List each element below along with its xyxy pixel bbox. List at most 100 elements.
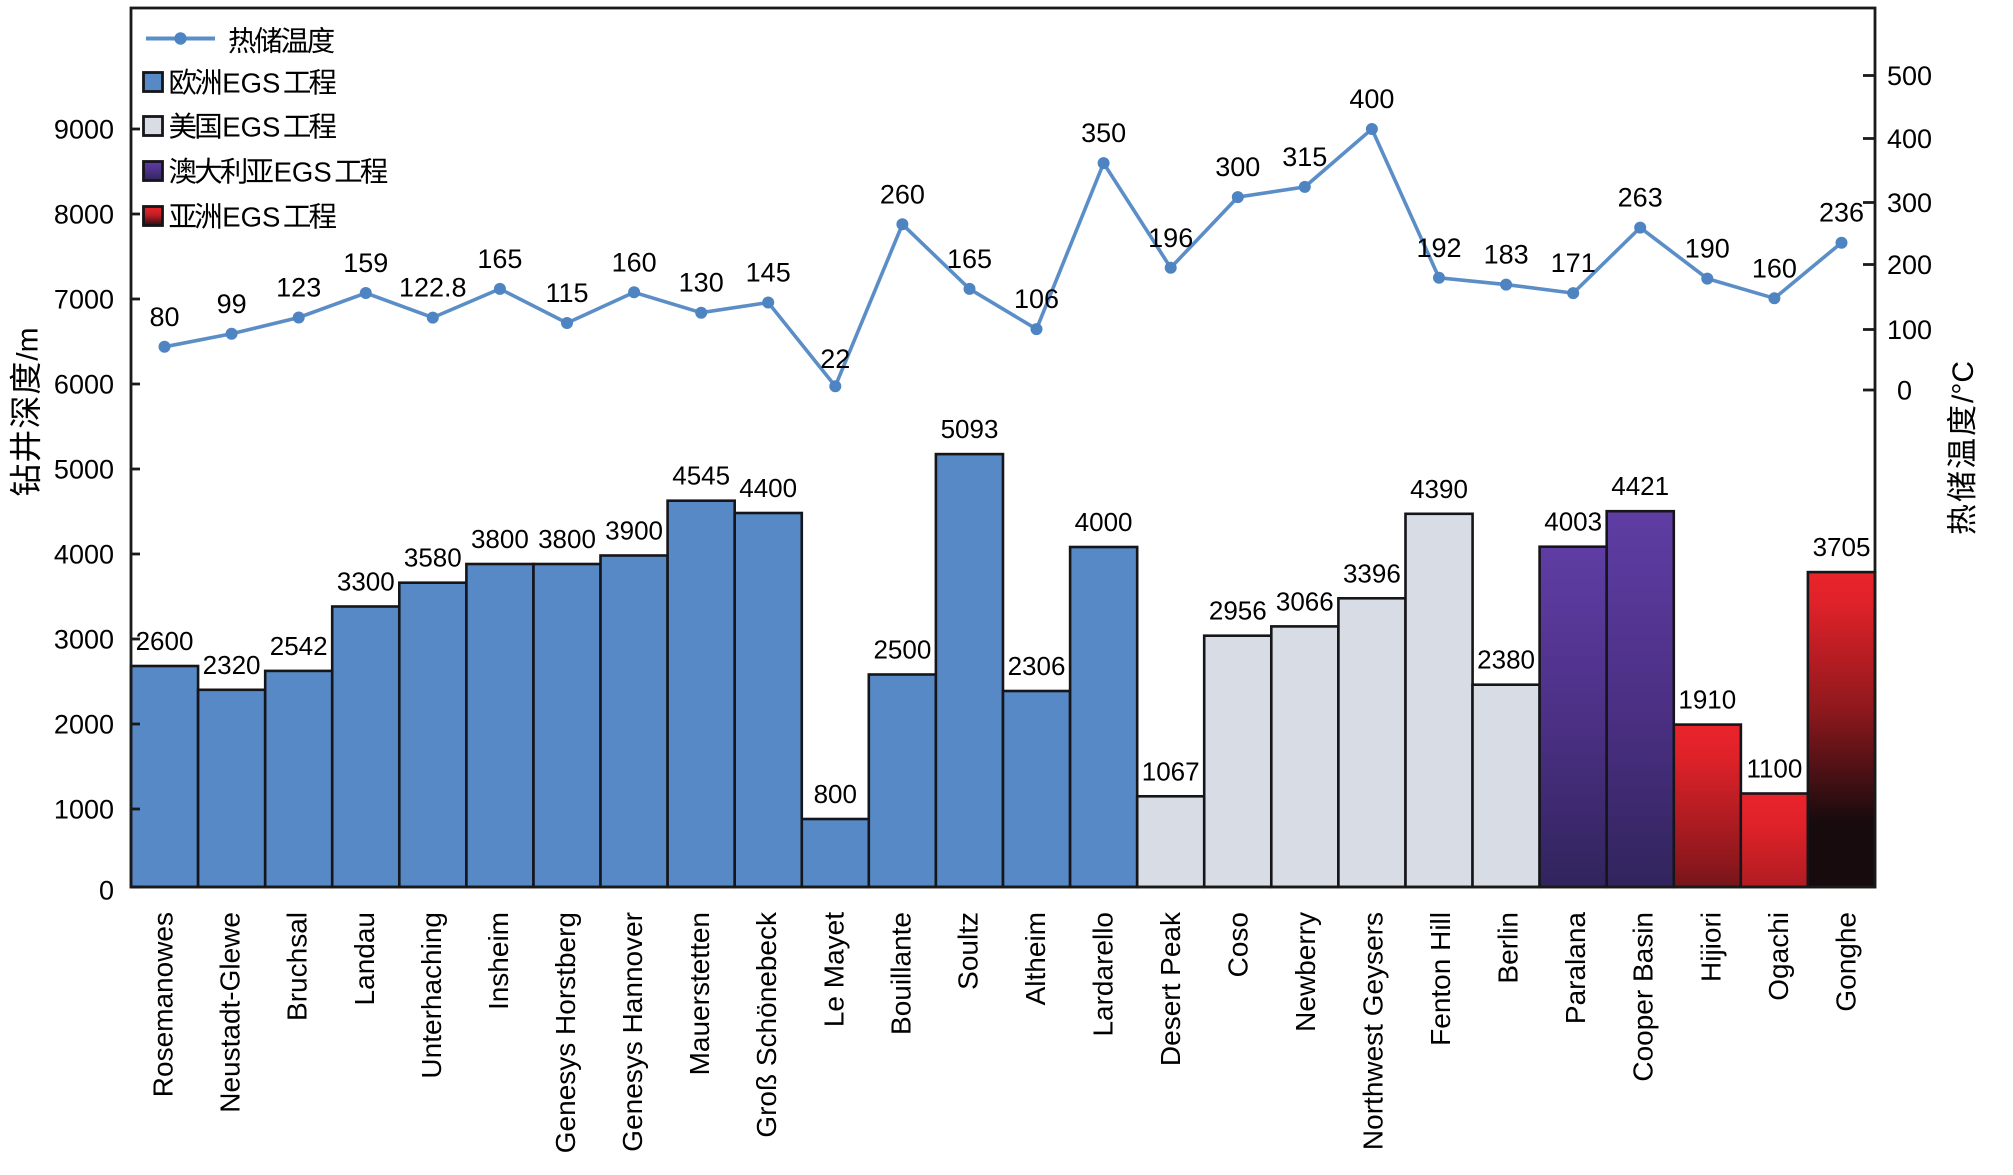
svg-text:Lardarello: Lardarello xyxy=(1088,912,1119,1037)
svg-text:4400: 4400 xyxy=(739,473,797,503)
svg-text:Paralana: Paralana xyxy=(1560,912,1591,1025)
svg-text:3396: 3396 xyxy=(1343,558,1401,588)
svg-text:3800: 3800 xyxy=(538,524,596,554)
svg-text:160: 160 xyxy=(612,247,657,277)
svg-text:3705: 3705 xyxy=(1813,532,1871,562)
svg-text:263: 263 xyxy=(1618,183,1663,213)
svg-text:350: 350 xyxy=(1081,118,1126,148)
svg-text:800: 800 xyxy=(814,779,857,809)
svg-text:4545: 4545 xyxy=(672,461,730,491)
svg-text:122.8: 122.8 xyxy=(399,273,467,303)
svg-text:7000: 7000 xyxy=(54,285,114,315)
svg-text:EGS: EGS xyxy=(222,112,280,143)
svg-text:Genesys Horstberg: Genesys Horstberg xyxy=(550,912,581,1153)
svg-text:8000: 8000 xyxy=(54,200,114,230)
svg-text:EGS: EGS xyxy=(274,157,332,188)
svg-text:2600: 2600 xyxy=(136,626,194,656)
svg-text:300: 300 xyxy=(1215,152,1260,182)
svg-text:Insheim: Insheim xyxy=(483,912,514,1010)
svg-text:260: 260 xyxy=(880,179,925,209)
svg-text:500: 500 xyxy=(1887,61,1932,91)
svg-text:Mauerstetten: Mauerstetten xyxy=(684,912,715,1075)
svg-text:159: 159 xyxy=(343,248,388,278)
svg-text:Le Mayet: Le Mayet xyxy=(818,912,849,1027)
svg-text:Unterhaching: Unterhaching xyxy=(416,912,447,1079)
svg-text:Ogachi: Ogachi xyxy=(1763,912,1794,1001)
svg-text:/m: /m xyxy=(12,327,45,360)
svg-text:130: 130 xyxy=(679,268,724,298)
svg-text:300: 300 xyxy=(1887,188,1932,218)
svg-text:4421: 4421 xyxy=(1611,471,1669,501)
svg-text:9000: 9000 xyxy=(54,115,114,145)
svg-text:0: 0 xyxy=(99,876,114,906)
svg-text:2000: 2000 xyxy=(54,710,114,740)
svg-text:315: 315 xyxy=(1282,142,1327,172)
svg-text:EGS: EGS xyxy=(222,68,280,99)
svg-text:2306: 2306 xyxy=(1008,651,1066,681)
svg-text:3580: 3580 xyxy=(404,543,462,573)
svg-text:/°C: /°C xyxy=(1947,361,1980,403)
svg-text:Cooper Basin: Cooper Basin xyxy=(1628,912,1659,1082)
svg-text:236: 236 xyxy=(1819,198,1864,228)
svg-text:0: 0 xyxy=(1897,376,1912,406)
svg-text:183: 183 xyxy=(1484,240,1529,270)
svg-text:Rosemanowes: Rosemanowes xyxy=(148,912,179,1097)
svg-text:2956: 2956 xyxy=(1209,596,1267,626)
svg-text:5093: 5093 xyxy=(941,414,999,444)
svg-text:EGS: EGS xyxy=(222,202,280,233)
svg-text:192: 192 xyxy=(1416,233,1461,263)
svg-text:3900: 3900 xyxy=(605,516,663,546)
svg-text:4000: 4000 xyxy=(54,540,114,570)
svg-text:Newberry: Newberry xyxy=(1290,912,1321,1032)
svg-text:Desert Peak: Desert Peak xyxy=(1155,911,1186,1066)
svg-text:2500: 2500 xyxy=(873,635,931,665)
svg-text:3300: 3300 xyxy=(337,567,395,597)
svg-text:400: 400 xyxy=(1887,124,1932,154)
svg-text:Fenton Hill: Fenton Hill xyxy=(1425,912,1456,1046)
svg-text:145: 145 xyxy=(746,258,791,288)
svg-text:171: 171 xyxy=(1551,248,1596,278)
svg-text:400: 400 xyxy=(1349,84,1394,114)
svg-text:Berlin: Berlin xyxy=(1493,912,1524,984)
svg-text:4000: 4000 xyxy=(1075,507,1133,537)
svg-text:Landau: Landau xyxy=(349,912,380,1005)
svg-text:22: 22 xyxy=(820,344,850,374)
svg-text:6000: 6000 xyxy=(54,370,114,400)
svg-text:Soultz: Soultz xyxy=(953,912,984,990)
svg-text:115: 115 xyxy=(545,278,588,308)
svg-text:99: 99 xyxy=(217,289,247,319)
svg-text:123: 123 xyxy=(276,273,321,303)
svg-text:Gonghe: Gonghe xyxy=(1830,912,1861,1012)
svg-text:Genesys Hannover: Genesys Hannover xyxy=(617,912,648,1152)
svg-text:1000: 1000 xyxy=(54,795,114,825)
svg-text:2542: 2542 xyxy=(270,631,328,661)
svg-text:5000: 5000 xyxy=(54,455,114,485)
svg-text:4390: 4390 xyxy=(1410,474,1468,504)
svg-text:Bruchsal: Bruchsal xyxy=(282,912,313,1021)
svg-text:200: 200 xyxy=(1887,250,1932,280)
svg-text:Altheim: Altheim xyxy=(1020,912,1051,1005)
svg-text:Northwest Geysers: Northwest Geysers xyxy=(1358,912,1389,1150)
svg-text:160: 160 xyxy=(1752,253,1797,283)
svg-text:2380: 2380 xyxy=(1477,645,1535,675)
svg-text:165: 165 xyxy=(477,244,522,274)
svg-text:Hijiori: Hijiori xyxy=(1695,912,1726,982)
svg-text:Neustadt-Glewe: Neustadt-Glewe xyxy=(215,912,246,1113)
svg-text:3066: 3066 xyxy=(1276,586,1334,616)
svg-text:3000: 3000 xyxy=(54,625,114,655)
svg-text:1100: 1100 xyxy=(1746,754,1802,784)
svg-text:100: 100 xyxy=(1887,315,1932,345)
svg-text:Bouillante: Bouillante xyxy=(885,912,916,1035)
svg-text:Coso: Coso xyxy=(1223,912,1254,977)
svg-text:1910: 1910 xyxy=(1678,685,1736,715)
svg-text:165: 165 xyxy=(947,244,992,274)
svg-text:1067: 1067 xyxy=(1142,756,1200,786)
svg-text:190: 190 xyxy=(1685,234,1730,264)
svg-text:106: 106 xyxy=(1014,284,1059,314)
svg-text:196: 196 xyxy=(1148,223,1193,253)
svg-text:80: 80 xyxy=(149,302,179,332)
svg-text:3800: 3800 xyxy=(471,524,529,554)
svg-text:2320: 2320 xyxy=(203,650,261,680)
svg-text:4003: 4003 xyxy=(1544,507,1602,537)
svg-text:Groß Schönebeck: Groß Schönebeck xyxy=(751,911,782,1138)
